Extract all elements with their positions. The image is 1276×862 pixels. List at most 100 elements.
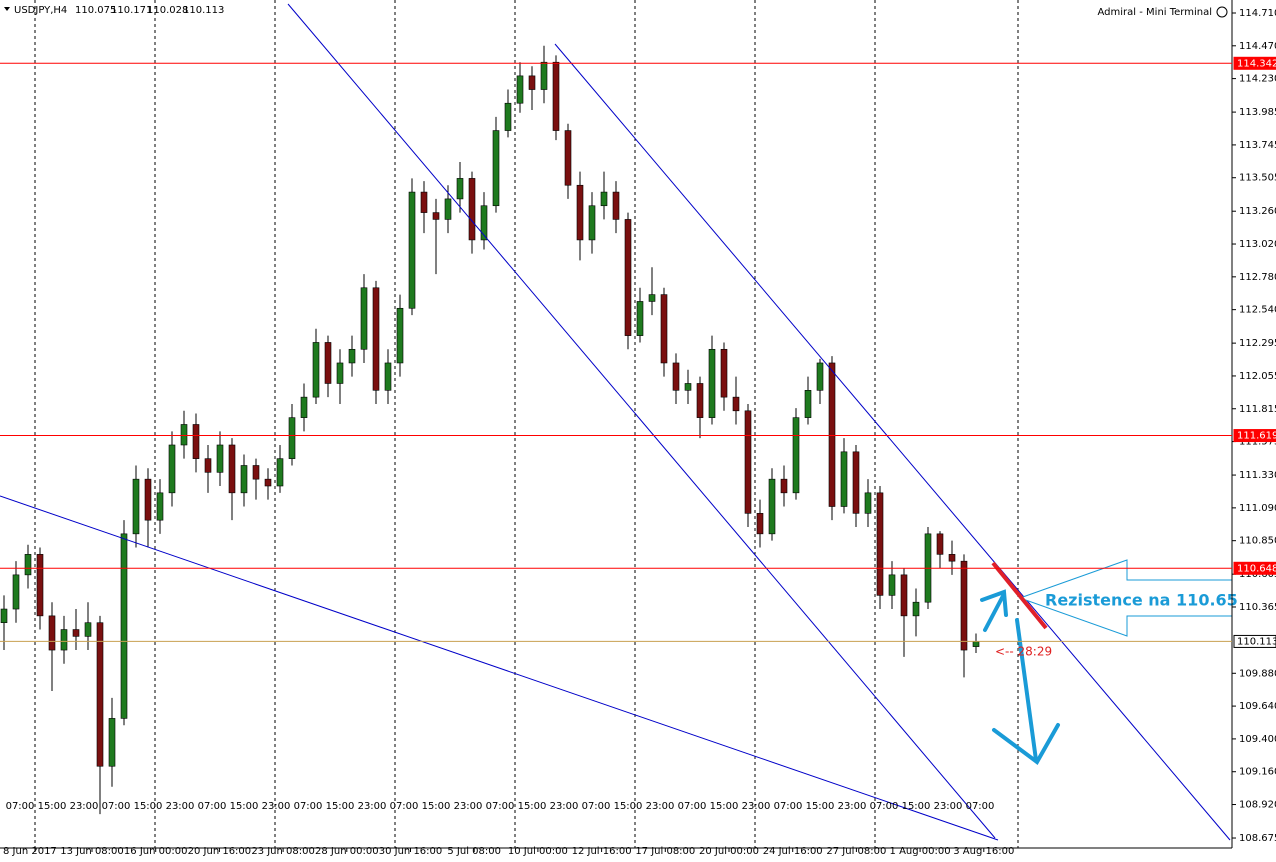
candle-body bbox=[792, 417, 800, 494]
candle-body bbox=[480, 205, 488, 241]
hour-label: 15:00 bbox=[614, 801, 643, 812]
countdown: <-- 28:29 bbox=[995, 645, 1052, 659]
candle-body bbox=[168, 444, 176, 494]
hour-label: 15:00 bbox=[134, 801, 163, 812]
candle-body bbox=[324, 342, 332, 384]
x-tick-label: 30 Jun 16:00 bbox=[379, 846, 443, 857]
y-tick-label: 112.780 bbox=[1239, 272, 1276, 283]
hour-label: 07:00 bbox=[6, 801, 35, 812]
candle-body bbox=[156, 492, 164, 521]
candle-body bbox=[108, 718, 116, 767]
terminal-name: Admiral - Mini Terminal bbox=[1098, 7, 1212, 18]
hour-label: 15:00 bbox=[230, 801, 259, 812]
hour-label: 07:00 bbox=[198, 801, 227, 812]
arrows bbox=[980, 589, 1060, 765]
y-tick-label: 111.330 bbox=[1239, 470, 1276, 481]
candle-body bbox=[972, 641, 980, 647]
candle-body bbox=[852, 451, 860, 514]
hour-label: 15:00 bbox=[422, 801, 451, 812]
candle-body bbox=[252, 465, 260, 480]
candle-body bbox=[348, 348, 356, 364]
hour-label: 07:00 bbox=[678, 801, 707, 812]
hour-label: 23:00 bbox=[166, 801, 195, 812]
candle-body bbox=[228, 444, 236, 494]
candle-body bbox=[84, 622, 92, 637]
candle-body bbox=[264, 478, 272, 487]
x-tick-label: 3 Aug 16:00 bbox=[953, 846, 1014, 857]
arrow-down-head bbox=[992, 723, 1060, 765]
candle-body bbox=[516, 75, 524, 104]
candle-body bbox=[336, 362, 344, 384]
level-label: 110.113 bbox=[1237, 636, 1276, 647]
candle-body bbox=[660, 294, 668, 364]
candle-body bbox=[360, 287, 368, 350]
x-tick-label: 27 Jul 08:00 bbox=[826, 846, 886, 857]
hour-label: 23:00 bbox=[550, 801, 579, 812]
candle-body bbox=[396, 307, 404, 364]
candle-body bbox=[876, 492, 884, 596]
hour-label: 07:00 bbox=[870, 801, 899, 812]
level-tag bbox=[1233, 561, 1276, 575]
candle-body bbox=[900, 574, 908, 617]
trendline bbox=[287, 3, 996, 839]
candle-body bbox=[492, 130, 500, 207]
y-tick-label: 114.710 bbox=[1239, 8, 1276, 19]
candle-body bbox=[528, 75, 536, 90]
y-tick-label: 113.985 bbox=[1239, 107, 1276, 118]
trendlines bbox=[0, 3, 1231, 841]
level-label: 111.619 bbox=[1237, 431, 1276, 442]
candle-body bbox=[48, 615, 56, 651]
hour-label: 07:00 bbox=[294, 801, 323, 812]
trendline bbox=[554, 43, 1231, 841]
candle-body bbox=[828, 362, 836, 507]
level-tag bbox=[1233, 56, 1276, 70]
hour-label: 23:00 bbox=[262, 801, 291, 812]
x-tick-label: 13 Jun 08:00 bbox=[60, 846, 124, 857]
level-label: 110.648 bbox=[1237, 563, 1276, 574]
level-label: 114.342 bbox=[1237, 58, 1276, 69]
candle-body bbox=[408, 191, 416, 309]
header-icon bbox=[4, 7, 10, 11]
candle-body bbox=[120, 533, 128, 719]
y-tick-label: 111.575 bbox=[1239, 437, 1276, 448]
y-tick-label: 112.295 bbox=[1239, 338, 1276, 349]
trendline bbox=[0, 495, 999, 841]
header-value: 110.113 bbox=[183, 5, 224, 16]
hour-label: 15:00 bbox=[710, 801, 739, 812]
level-tag bbox=[1233, 429, 1276, 443]
candle-body bbox=[132, 478, 140, 535]
y-tick-label: 113.260 bbox=[1239, 206, 1276, 217]
candle-body bbox=[912, 601, 920, 617]
x-tick-label: 5 Jul 08:00 bbox=[447, 846, 501, 857]
x-tick-label: 17 Jul 08:00 bbox=[635, 846, 695, 857]
candle-body bbox=[384, 362, 392, 391]
x-tick-label: 20 Jun 16:00 bbox=[188, 846, 252, 857]
candle-body bbox=[180, 424, 188, 446]
candle-body bbox=[192, 424, 200, 459]
candle-body bbox=[372, 287, 380, 391]
y-tick-label: 113.745 bbox=[1239, 140, 1276, 151]
candle-body bbox=[96, 622, 104, 767]
candle-body bbox=[576, 184, 584, 241]
y-tick-label: 114.230 bbox=[1239, 74, 1276, 85]
candle-body bbox=[204, 458, 212, 473]
x-tick-label: 10 Jul 00:00 bbox=[508, 846, 568, 857]
hour-label: 07:00 bbox=[390, 801, 419, 812]
candle-body bbox=[564, 130, 572, 186]
candle-body bbox=[216, 444, 224, 473]
y-tick-label: 110.850 bbox=[1239, 536, 1276, 547]
hour-label: 07:00 bbox=[582, 801, 611, 812]
x-tick-label: 23 Jun 08:00 bbox=[251, 846, 315, 857]
y-tick-label: 113.020 bbox=[1239, 239, 1276, 250]
y-tick-label: 109.880 bbox=[1239, 668, 1276, 679]
hour-label: 23:00 bbox=[70, 801, 99, 812]
candle-body bbox=[816, 362, 824, 391]
candle-body bbox=[72, 629, 80, 637]
candle-body bbox=[744, 410, 752, 514]
x-tick-label: 24 Jul 16:00 bbox=[763, 846, 823, 857]
candle-body bbox=[504, 102, 512, 131]
candle-body bbox=[708, 348, 716, 418]
hour-label: 07:00 bbox=[966, 801, 995, 812]
